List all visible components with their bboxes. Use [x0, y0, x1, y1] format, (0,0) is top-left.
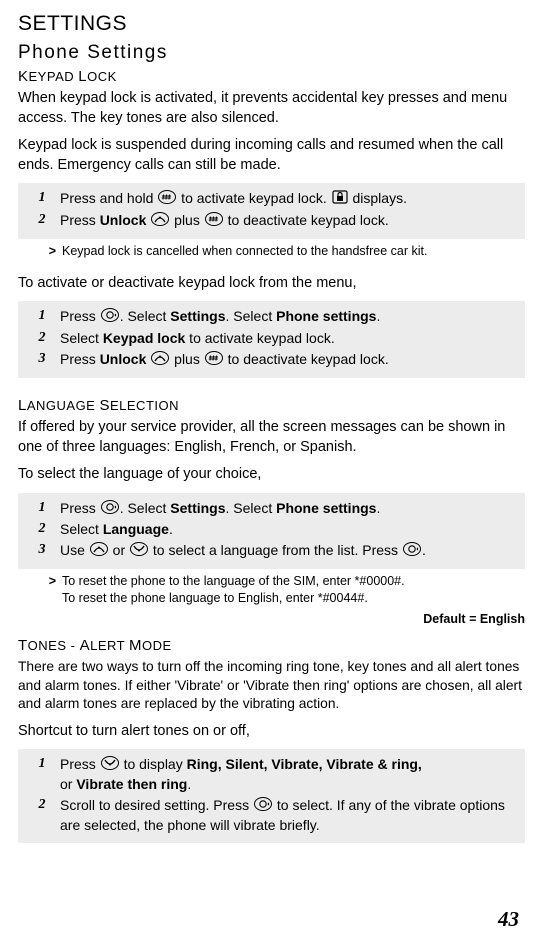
step-text: Press Unlock plus to deactivate keypad l…: [60, 350, 519, 370]
step-text: Press Unlock plus to deactivate keypad l…: [60, 211, 519, 231]
keypad-steps-box-1: 1 Press and hold to activate keypad lock…: [18, 183, 525, 238]
step-text: Use or to select a language from the lis…: [60, 541, 519, 561]
step-row: 2 Scroll to desired setting. Press to se…: [24, 796, 519, 835]
nav-key-icon: [254, 797, 272, 816]
keypad-note: > Keypad lock is cancelled when connecte…: [18, 243, 525, 260]
tones-steps-box: 1 Press to display Ring, Silent, Vibrate…: [18, 749, 525, 842]
language-note: > To reset the phone to the language of …: [18, 573, 525, 607]
subsection-language: LANGUAGE SELECTION: [18, 396, 525, 416]
keypad-intro-2: Keypad lock is suspended during incoming…: [18, 136, 525, 175]
subsection-tones: TONES - ALERT MODE: [18, 636, 525, 656]
step-text: Scroll to desired setting. Press to sele…: [60, 796, 519, 835]
softkey-icon: [90, 542, 108, 561]
step-number: 1: [24, 499, 60, 518]
step-number: 3: [24, 350, 60, 369]
step-row: 3 Press Unlock plus to deactivate keypad…: [24, 350, 519, 370]
step-number: 3: [24, 541, 60, 560]
step-row: 3 Use or to select a language from the l…: [24, 541, 519, 561]
keypad-menu-intro: To activate or deactivate keypad lock fr…: [18, 274, 525, 294]
step-text: Press . Select Settings. Select Phone se…: [60, 499, 519, 519]
step-number: 1: [24, 307, 60, 326]
step-row: 2 Press Unlock plus to deactivate keypad…: [24, 211, 519, 231]
step-row: 1 Press . Select Settings. Select Phone …: [24, 499, 519, 519]
step-row: 1 Press . Select Settings. Select Phone …: [24, 307, 519, 327]
step-number: 1: [24, 189, 60, 208]
softkey-icon: [151, 351, 169, 370]
step-text: Press . Select Settings. Select Phone se…: [60, 307, 519, 327]
lock-icon: [332, 190, 348, 209]
step-text: Select Keypad lock to activate keypad lo…: [60, 329, 519, 348]
step-row: 2 Select Keypad lock to activate keypad …: [24, 329, 519, 348]
step-row: 1 Press to display Ring, Silent, Vibrate…: [24, 755, 519, 794]
hash-key-icon: [158, 190, 176, 209]
language-intro-1: If offered by your service provider, all…: [18, 418, 525, 457]
step-row: 1 Press and hold to activate keypad lock…: [24, 189, 519, 209]
step-number: 2: [24, 520, 60, 539]
hash-key-icon: [205, 351, 223, 370]
nav-key-icon: [101, 308, 119, 327]
page-title: SETTINGS: [18, 10, 525, 38]
nav-key-icon: [403, 542, 421, 561]
language-intro-2: To select the language of your choice,: [18, 465, 525, 485]
tones-intro-2: Shortcut to turn alert tones on or off,: [18, 722, 525, 742]
step-number: 1: [24, 755, 60, 774]
subsection-keypad-lock: KEYPAD LOCK: [18, 67, 525, 87]
step-text: Press to display Ring, Silent, Vibrate, …: [60, 755, 519, 794]
tones-intro-1: There are two ways to turn off the incom…: [18, 658, 525, 714]
step-number: 2: [24, 329, 60, 348]
down-key-icon: [101, 756, 119, 775]
keypad-intro-1: When keypad lock is activated, it preven…: [18, 89, 525, 128]
section-title-phone-settings: Phone Settings: [18, 40, 525, 66]
step-text: Select Language.: [60, 520, 519, 539]
step-text: Press and hold to activate keypad lock. …: [60, 189, 519, 209]
step-number: 2: [24, 211, 60, 230]
nav-key-icon: [101, 500, 119, 519]
page-number: 43: [498, 905, 519, 933]
language-default: Default = English: [18, 611, 525, 628]
step-row: 2 Select Language.: [24, 520, 519, 539]
down-key-icon: [130, 542, 148, 561]
language-steps-box: 1 Press . Select Settings. Select Phone …: [18, 493, 525, 569]
step-number: 2: [24, 796, 60, 815]
keypad-steps-box-2: 1 Press . Select Settings. Select Phone …: [18, 301, 525, 377]
hash-key-icon: [205, 212, 223, 231]
softkey-icon: [151, 212, 169, 231]
